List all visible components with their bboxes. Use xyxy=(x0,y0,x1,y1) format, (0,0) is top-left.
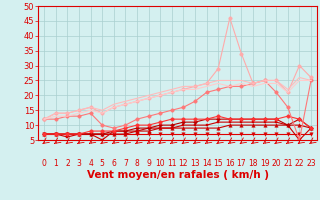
X-axis label: Vent moyen/en rafales ( km/h ): Vent moyen/en rafales ( km/h ) xyxy=(87,170,268,180)
